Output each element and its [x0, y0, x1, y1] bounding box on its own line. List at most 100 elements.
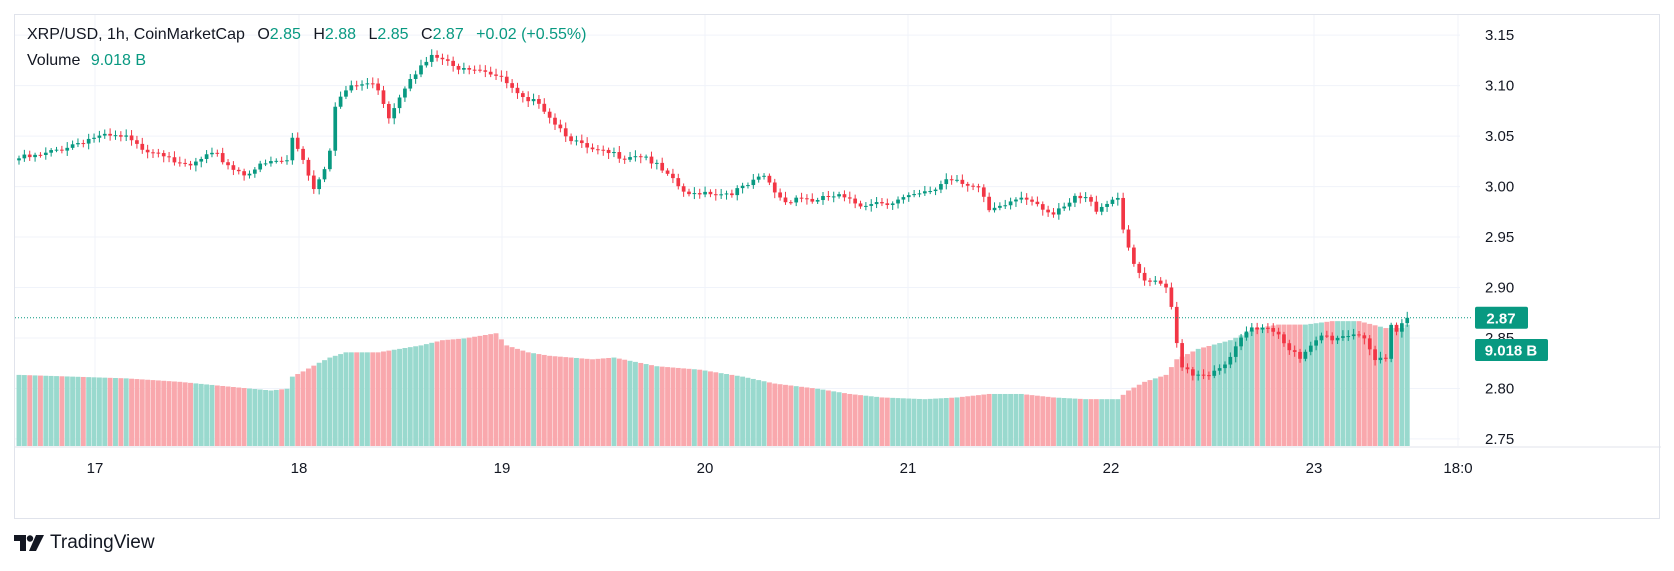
candle-body: [1003, 205, 1008, 207]
volume-bar: [139, 379, 145, 446]
volume-bar: [348, 352, 354, 446]
volume-bar: [268, 390, 274, 446]
candle-body: [1137, 263, 1142, 273]
x-tick-label: 19: [494, 460, 511, 477]
x-tick-label: 23: [1306, 460, 1323, 477]
volume-bar: [182, 382, 188, 446]
volume-bar: [590, 359, 595, 446]
volume-bar: [134, 379, 140, 446]
volume-bar: [450, 339, 456, 446]
volume-bar: [445, 339, 451, 446]
volume-bar: [1067, 398, 1073, 446]
volume-bar: [145, 379, 151, 446]
candle-body: [826, 196, 831, 198]
candle-body: [896, 199, 900, 204]
volume-bar: [263, 390, 269, 446]
candle-body: [633, 156, 638, 158]
candle-body: [697, 193, 702, 195]
volume-bar: [911, 398, 917, 446]
chart-legend: XRP/USD, 1h, CoinMarketCap O2.85 H2.88 L…: [27, 26, 587, 43]
chart-frame[interactable]: 2.75 2.80 2.85 2.90 2.95 3.00 3.05 3.10 3.15 17 18…: [14, 14, 1661, 520]
candlesticks: [17, 49, 1410, 381]
volume-bar: [713, 372, 719, 446]
volume-bar: [825, 390, 831, 446]
volume-bar: [1217, 343, 1223, 446]
volume-bar: [1404, 324, 1410, 446]
volume-bar: [16, 374, 22, 446]
volume-bar: [364, 352, 370, 446]
candle-body: [1308, 345, 1313, 352]
candle-body: [1110, 199, 1115, 204]
candle-body: [569, 136, 573, 142]
volume-bar: [252, 389, 258, 446]
candle-body: [210, 152, 214, 155]
candle-body: [27, 154, 32, 158]
volume-bar: [804, 387, 810, 446]
volume-bar: [96, 377, 102, 446]
candle-body: [515, 87, 520, 94]
x-tick-label: 17: [87, 460, 104, 477]
candle-body: [113, 135, 118, 137]
candle-body: [1341, 336, 1345, 338]
volume-bar: [1013, 393, 1019, 446]
volume-bar: [1372, 325, 1378, 446]
volume-bar: [665, 367, 671, 446]
volume-bar: [423, 344, 429, 446]
volume-bar: [155, 380, 161, 446]
volume-bar: [874, 396, 880, 446]
candle-body: [906, 195, 911, 198]
candle-body: [1394, 324, 1399, 332]
candle-body: [279, 160, 284, 162]
volume-bar: [520, 350, 526, 446]
volume-bar: [970, 395, 976, 446]
volume-bar: [750, 378, 756, 446]
volume-bar: [568, 357, 574, 446]
candle-body: [118, 135, 123, 137]
volume-bar: [1131, 387, 1137, 446]
candle-body: [1067, 202, 1072, 207]
volume-bar: [638, 362, 644, 446]
candle-body: [1024, 197, 1029, 200]
volume-bar: [150, 380, 156, 446]
candle-body: [1196, 374, 1201, 376]
price-chart[interactable]: 2.75 2.80 2.85 2.90 2.95 3.00 3.05 3.10 3.15 17 18…: [15, 15, 1661, 520]
candle-body: [445, 59, 450, 61]
volume-bar: [1292, 324, 1298, 446]
candle-body: [252, 169, 257, 174]
candle-body: [912, 194, 916, 196]
candle-body: [70, 144, 75, 148]
candle-body: [1389, 324, 1394, 359]
candle-body: [135, 140, 139, 144]
volume-bar: [900, 398, 906, 446]
candle-body: [102, 133, 107, 136]
candle-body: [1346, 336, 1351, 338]
tradingview-logo[interactable]: TradingView: [14, 532, 155, 554]
candle-body: [60, 149, 64, 151]
candle-body: [1099, 206, 1104, 212]
volume-bar: [799, 386, 805, 446]
candle-body: [1083, 197, 1088, 199]
volume-bar: [895, 398, 901, 446]
candle-body: [553, 117, 557, 125]
volume-bar: [922, 399, 928, 446]
candle-body: [242, 171, 246, 176]
candle-body: [306, 159, 311, 176]
volume-bar: [171, 381, 177, 446]
candle-body: [456, 65, 461, 70]
volume-bar: [21, 375, 27, 446]
volume-bar: [847, 393, 853, 446]
volume-bar: [37, 375, 43, 446]
volume-bar: [429, 342, 435, 446]
volume-bar: [616, 358, 622, 446]
volume-bar: [649, 365, 654, 446]
candle-body: [574, 140, 579, 142]
volume-bar: [204, 384, 210, 446]
candle-body: [397, 97, 402, 109]
volume-bar: [579, 358, 585, 446]
candle-body: [606, 149, 611, 154]
volume-bar: [1120, 394, 1126, 446]
volume-bar: [1034, 395, 1040, 446]
volume-bar: [316, 362, 322, 446]
volume-bar: [1168, 367, 1174, 446]
candle-body: [1287, 343, 1292, 351]
